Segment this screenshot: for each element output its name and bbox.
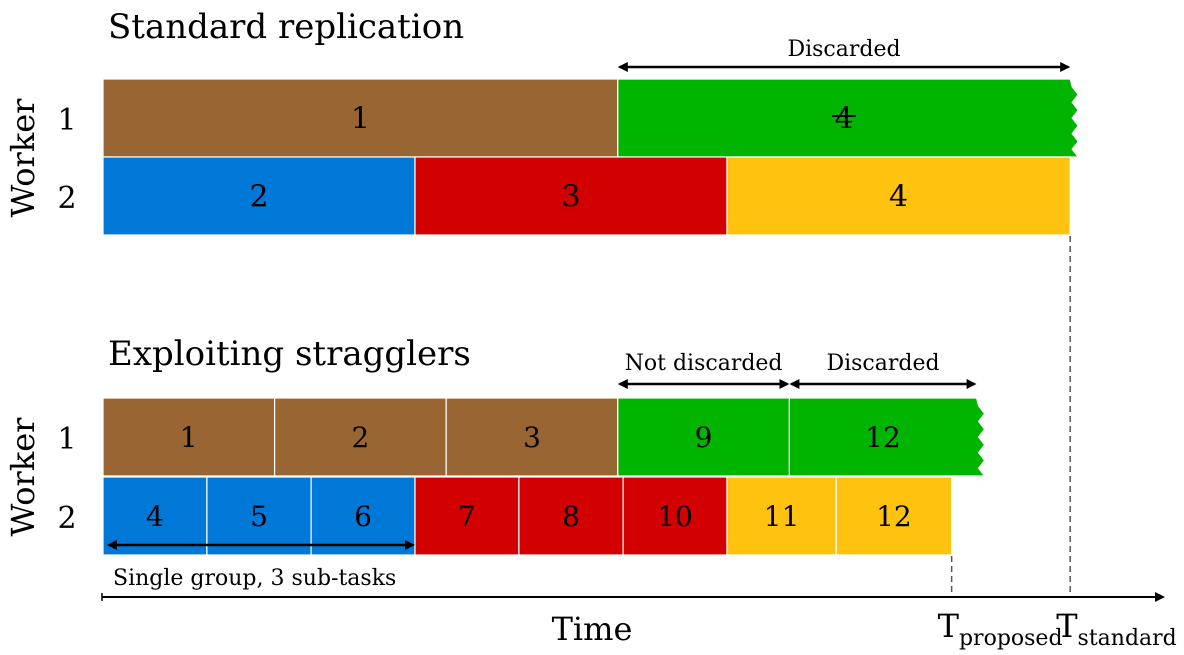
top-worker-2-block-2 — [102, 156, 416, 236]
top-worker-1-block-1-label: 1 — [351, 102, 370, 137]
bottom-worker-1-block-9-label: 9 — [695, 421, 713, 454]
top-worker-1-block-1 — [102, 78, 619, 158]
top-worker-1-block-4-label: 4 — [834, 102, 853, 137]
group-arrow-label: Single group, 3 sub-tasks — [113, 566, 396, 591]
top-title: Standard replication — [108, 7, 464, 47]
top-worker-2-block-3 — [414, 156, 728, 236]
bottom-worker-2-block-8-label: 8 — [562, 500, 580, 533]
interval-arrows: Discarded Not discarded Discarded Single gr… — [107, 37, 1071, 591]
bottom-worker-2-label: 2 — [57, 501, 76, 536]
bottom-worker-1-block-12 — [788, 397, 986, 477]
bottom-worker-2-block-5-label: 5 — [250, 500, 268, 533]
bottom-worker-2-block-6-label: 6 — [354, 500, 372, 533]
bottom-worker-1-block-3 — [445, 397, 619, 477]
marker-proposed-label: Tproposed — [938, 607, 1063, 651]
bottom-worker-2-block-10 — [622, 476, 728, 556]
bottom-worker-2-block-4-label: 4 — [146, 500, 164, 533]
marker-proposed-subscript: proposed — [959, 626, 1063, 651]
bottom-worker-2-block-11-label: 11 — [764, 500, 800, 533]
marker-standard-subscript: standard — [1078, 626, 1177, 651]
bottom-arrow-1-label: Discarded — [826, 351, 939, 376]
top-task-blocks: 1 4 2 3 4 — [102, 78, 1080, 236]
bottom-worker-2-block-7-label: 7 — [458, 500, 476, 533]
bottom-worker-1-block-2-label: 2 — [351, 421, 369, 454]
bottom-worker-1-label: 1 — [57, 422, 76, 457]
bottom-worker-2-block-12-label: 12 — [876, 500, 912, 533]
bottom-title: Exploiting stragglers — [108, 334, 471, 374]
top-worker-1-label: 1 — [57, 103, 76, 138]
bottom-worker-1-block-9 — [617, 397, 790, 477]
marker-standard-base: T — [1056, 607, 1078, 645]
top-arrow-0-label: Discarded — [787, 37, 900, 62]
top-y-label: Worker — [4, 98, 42, 218]
marker-proposed-base: T — [938, 607, 960, 645]
bottom-worker-2-block-10-label: 10 — [657, 500, 693, 533]
bottom-worker-2-block-7 — [414, 476, 520, 556]
top-worker-2-label: 2 — [57, 181, 76, 216]
bottom-worker-1-block-3-label: 3 — [523, 421, 541, 454]
marker-standard-label: Tstandard — [1056, 607, 1177, 651]
time-axis-label: Time — [552, 610, 633, 648]
top-worker-2-block-3-label: 3 — [561, 180, 580, 215]
top-worker-2-block-4 — [726, 156, 1071, 236]
top-worker-2-block-2-label: 2 — [249, 180, 268, 215]
bottom-worker-2-block-11 — [726, 476, 837, 556]
bottom-task-blocks: 1 2 3 9 124 5 6 7 8 10 11 12 — [102, 397, 986, 556]
bottom-arrow-0-label: Not discarded — [625, 351, 783, 376]
top-worker-1-block-4 — [617, 78, 1080, 158]
bottom-y-label: Worker — [4, 417, 42, 537]
bottom-worker-1-block-1-label: 1 — [180, 421, 198, 454]
bottom-worker-2-block-12 — [835, 476, 953, 556]
bottom-worker-1-block-12-label: 12 — [865, 421, 901, 454]
bottom-worker-2-block-8 — [518, 476, 624, 556]
top-worker-2-block-4-label: 4 — [889, 180, 908, 215]
